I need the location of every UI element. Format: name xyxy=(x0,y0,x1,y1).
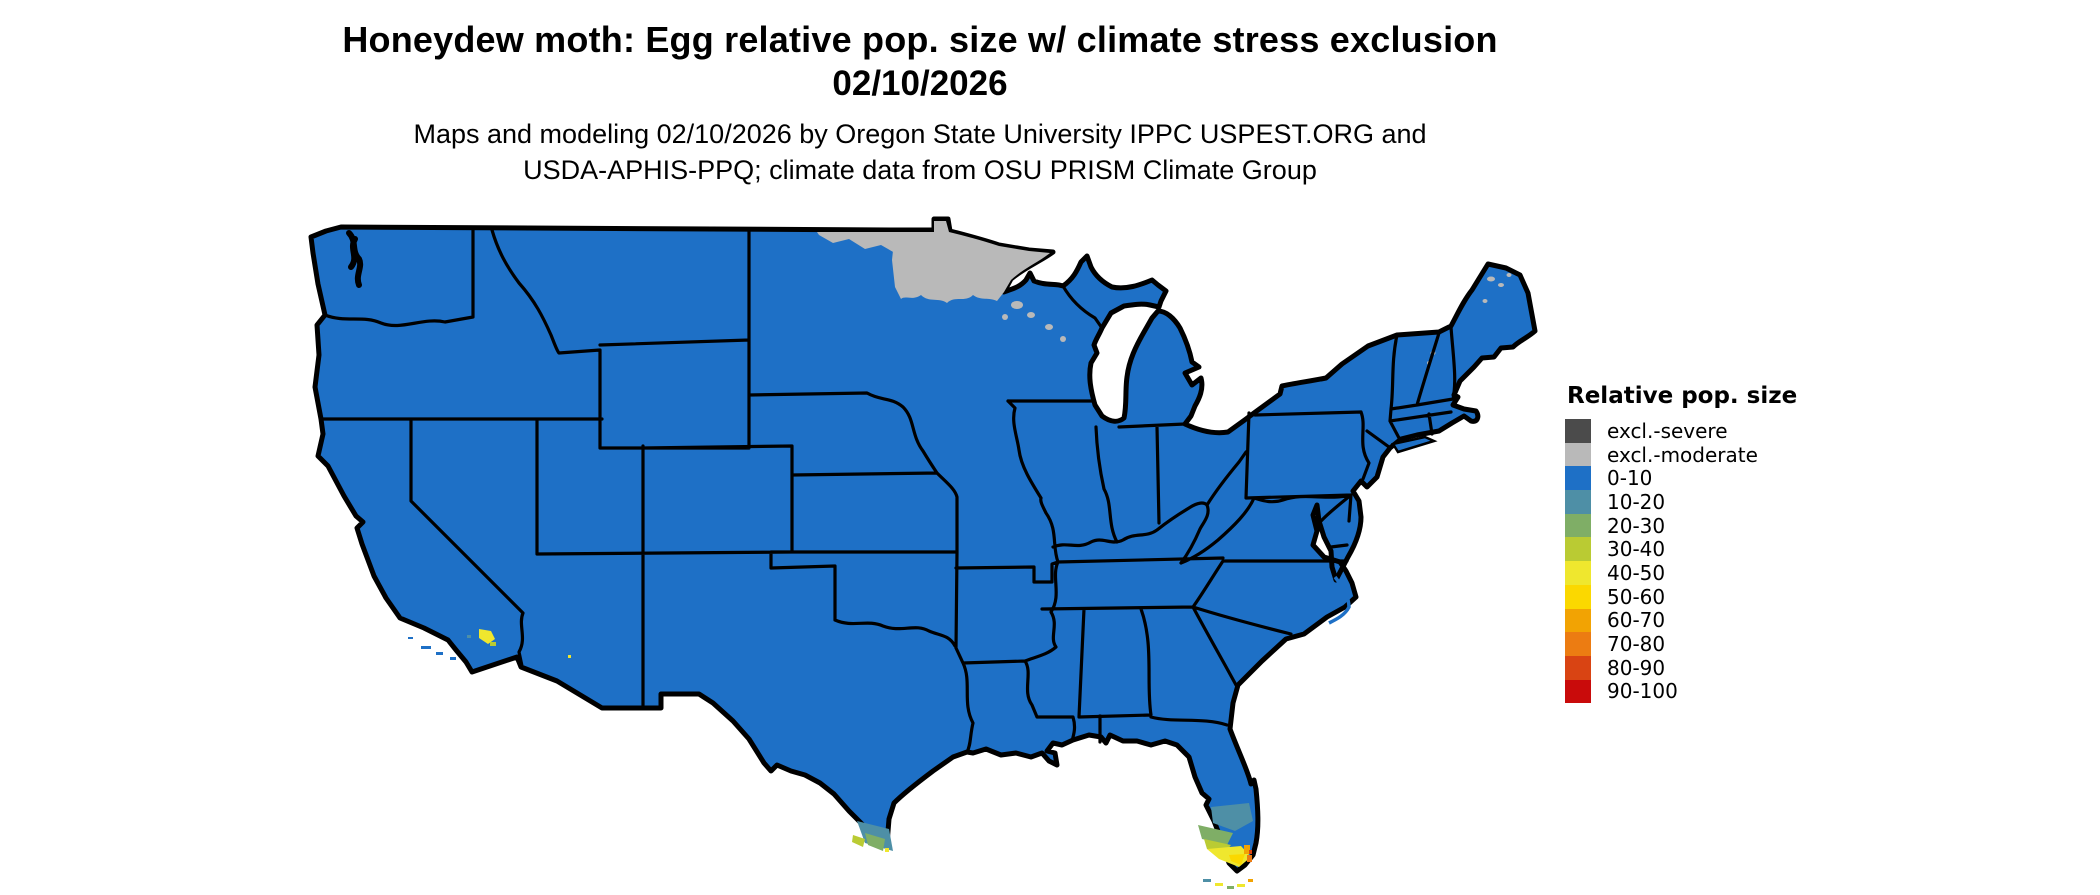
legend-swatch-severe xyxy=(1565,419,1591,443)
legend-row-b70: 70-80 xyxy=(1565,632,1865,656)
map-subtitle: Maps and modeling 02/10/2026 by Oregon S… xyxy=(0,116,1840,188)
legend-label-b40: 40-50 xyxy=(1607,560,1666,585)
legend-row-b10: 10-20 xyxy=(1565,490,1865,514)
legend-label-b70: 70-80 xyxy=(1607,632,1666,657)
region-socal-specks xyxy=(467,629,571,658)
state-borders xyxy=(319,228,1457,754)
legend-row-b20: 20-30 xyxy=(1565,514,1865,538)
subtitle-line-2: USDA-APHIS-PPQ; climate data from OSU PR… xyxy=(523,155,1317,185)
legend-label-severe: excl.-severe xyxy=(1607,418,1728,443)
legend-swatch-b40 xyxy=(1565,561,1591,585)
legend-row-severe: excl.-severe xyxy=(1565,419,1865,443)
legend-title: Relative pop. size xyxy=(1567,383,1798,409)
legend-label-moderate: excl.-moderate xyxy=(1607,442,1758,467)
us-map xyxy=(305,205,1545,895)
legend-row-moderate: excl.-moderate xyxy=(1565,443,1865,467)
outer-banks xyxy=(1328,575,1351,625)
puget-sound xyxy=(346,230,364,288)
map-title: Honeydew moth: Egg relative pop. size w/… xyxy=(0,18,1840,104)
legend-row-b30: 30-40 xyxy=(1565,537,1865,561)
legend-row-b90: 90-100 xyxy=(1565,679,1865,704)
us-map-svg xyxy=(308,216,1538,889)
legend-row-b40: 40-50 xyxy=(1565,561,1865,585)
legend-label-b50: 50-60 xyxy=(1607,584,1666,609)
region-florida-keys xyxy=(1203,879,1253,889)
legend-rows: excl.-severe excl.-moderate 0-10 10-20 20-30… xyxy=(1565,419,1865,703)
conus-landmass xyxy=(308,216,1538,874)
legend-row-b80: 80-90 xyxy=(1565,656,1865,680)
region-minnesota-excluded xyxy=(892,221,1050,303)
legend-swatch-b80 xyxy=(1565,655,1591,680)
region-texas-tip-gradient xyxy=(852,821,893,852)
legend: Relative pop. size excl.-severe excl.-mod… xyxy=(1565,383,1865,703)
legend-swatch-b10 xyxy=(1565,490,1591,514)
legend-swatch-b30 xyxy=(1565,537,1591,562)
legend-swatch-b70 xyxy=(1565,632,1591,656)
subtitle-line-1: Maps and modeling 02/10/2026 by Oregon S… xyxy=(413,119,1427,149)
legend-swatch-b20 xyxy=(1565,513,1591,538)
region-wisconsin-excluded-specks xyxy=(1002,301,1066,342)
long-island xyxy=(1390,435,1438,454)
legend-swatch-b60 xyxy=(1565,608,1591,633)
legend-row-b60: 60-70 xyxy=(1565,608,1865,633)
legend-swatch-b0 xyxy=(1565,466,1591,491)
legend-swatch-b50 xyxy=(1565,584,1591,609)
legend-label-b30: 30-40 xyxy=(1607,537,1666,562)
region-south-florida-gradient xyxy=(1198,803,1253,867)
legend-label-b20: 20-30 xyxy=(1607,513,1666,538)
legend-label-b10: 10-20 xyxy=(1607,489,1666,514)
legend-row-b50: 50-60 xyxy=(1565,585,1865,609)
legend-label-b80: 80-90 xyxy=(1607,655,1666,680)
legend-swatch-b90 xyxy=(1565,679,1591,704)
legend-label-b0: 0-10 xyxy=(1607,466,1653,491)
region-north-dakota-excluded-strip xyxy=(817,232,895,253)
legend-row-b0: 0-10 xyxy=(1565,466,1865,490)
legend-label-b90: 90-100 xyxy=(1607,679,1678,704)
title-line-2: 02/10/2026 xyxy=(832,64,1008,103)
legend-label-b60: 60-70 xyxy=(1607,608,1666,633)
legend-swatch-moderate xyxy=(1565,442,1591,467)
title-line-1: Honeydew moth: Egg relative pop. size w/… xyxy=(342,19,1498,60)
channel-islands xyxy=(408,637,456,660)
